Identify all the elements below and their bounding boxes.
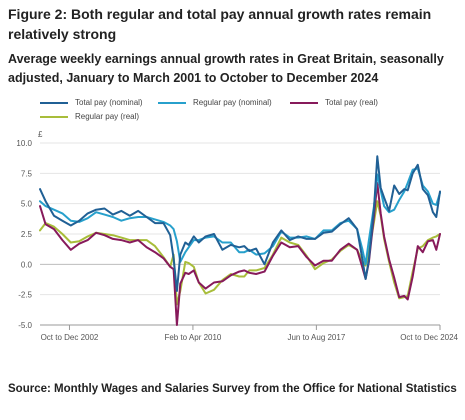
- legend-item: Regular pay (real): [40, 112, 139, 121]
- source-note: Source: Monthly Wages and Salaries Surve…: [8, 383, 457, 395]
- series-line-total-pay-nominal: [39, 155, 441, 292]
- line-chart: 10.0 7.5 5.0 2.5 0.0 -2.5 -5.0 £ Oct to Dec 2002…: [16, 130, 458, 342]
- figure-title: Figure 2: Both regular and total pay ann…: [8, 6, 432, 42]
- legend-label: Regular pay (nominal): [193, 98, 272, 107]
- y-tick-label: 7.5: [21, 169, 33, 178]
- legend-swatch: [290, 101, 318, 104]
- series-line-total-pay-real: [39, 182, 441, 326]
- y-tick-label: -5.0: [18, 321, 32, 330]
- x-tick-label: Oct to Dec 2024: [400, 333, 458, 342]
- legend-swatch: [40, 101, 68, 104]
- legend-swatch: [158, 101, 186, 104]
- series-line-regular-pay-real: [39, 200, 441, 306]
- x-tick-label: Jun to Aug 2017: [287, 333, 345, 342]
- legend-label: Total pay (nominal): [75, 98, 143, 107]
- legend-label: Total pay (real): [325, 98, 378, 107]
- legend-item: Regular pay (nominal): [158, 98, 272, 107]
- x-tick-label: Feb to Apr 2010: [164, 333, 221, 342]
- legend-label: Regular pay (real): [75, 112, 140, 121]
- y-tick-label: 2.5: [21, 230, 33, 239]
- x-tick-label: Oct to Dec 2002: [41, 333, 99, 342]
- series-line-regular-pay-nominal: [39, 167, 441, 266]
- figure-subtitle: Average weekly earnings annual growth ra…: [8, 52, 444, 85]
- y-tick-label: 0.0: [21, 260, 33, 269]
- legend-item: Total pay (real): [290, 98, 378, 107]
- legend-item: Total pay (nominal): [40, 98, 143, 107]
- legend-swatch: [40, 115, 68, 118]
- y-axis-label: £: [38, 130, 43, 139]
- y-tick-label: 5.0: [21, 200, 33, 209]
- y-tick-label: 10.0: [16, 139, 32, 148]
- y-tick-label: -2.5: [18, 291, 32, 300]
